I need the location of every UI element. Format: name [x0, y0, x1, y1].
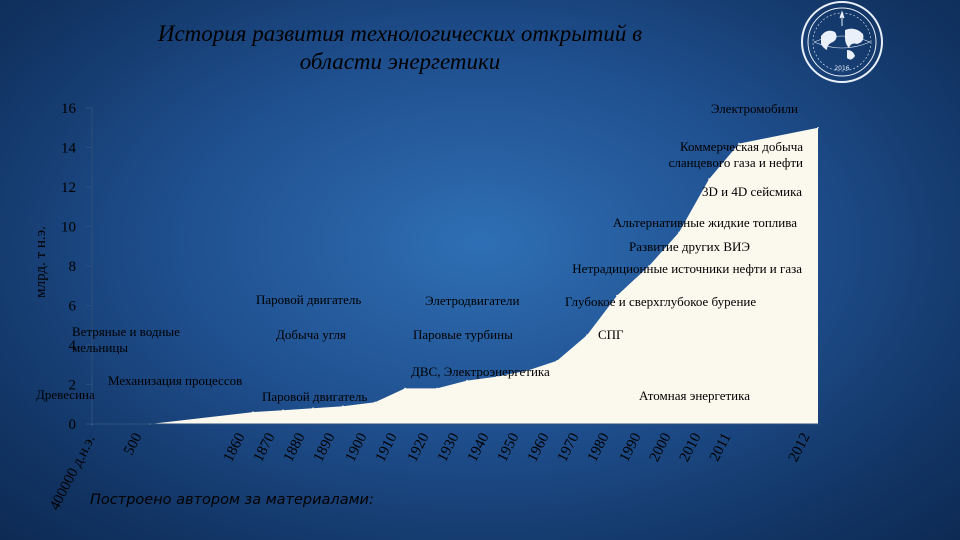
annotation-label: Ветряные и водные мельницы	[72, 324, 180, 355]
annotation-label: Электромобили	[711, 101, 798, 116]
annotation-label: СПГ	[598, 327, 624, 342]
data-point	[556, 360, 558, 362]
title-line-2: области энергетики	[299, 49, 501, 74]
data-point	[404, 387, 406, 390]
y-tick-label: 6	[69, 299, 77, 315]
data-point	[496, 375, 498, 378]
logo-text: 2016	[834, 65, 849, 72]
data-point	[708, 178, 710, 180]
x-tick-label: 1990	[617, 431, 645, 465]
x-tick-label: 1960	[525, 431, 553, 465]
data-point	[526, 369, 528, 372]
annotation-label: Добыча угля	[276, 327, 346, 342]
data-point	[648, 265, 650, 267]
data-point	[374, 401, 376, 404]
data-point	[312, 407, 314, 410]
x-tick-label: 1870	[251, 431, 279, 465]
annotation-label: Паровые турбины	[413, 327, 513, 342]
y-tick-label: 0	[69, 417, 77, 433]
data-point	[678, 231, 680, 234]
data-point	[817, 127, 819, 129]
x-tick-label: 500	[121, 431, 145, 458]
data-point	[252, 411, 254, 413]
x-tick-label: 2011	[707, 431, 735, 465]
x-tick-label: 1860	[221, 431, 249, 465]
x-tick-label: 1930	[435, 431, 463, 465]
x-tick-label: 1910	[373, 431, 401, 465]
annotation-label: Глубокое и сверхглубокое бурение	[565, 294, 756, 309]
x-tick-label: 1890	[311, 431, 339, 465]
annotation-label: Механизация процессов	[108, 373, 242, 388]
y-tick-label: 4	[69, 338, 77, 354]
data-point	[436, 387, 438, 390]
annotation-label: Элетродвигатели	[425, 293, 520, 308]
series-area	[92, 127, 818, 425]
y-tick-label: 12	[61, 180, 76, 196]
data-point	[282, 409, 284, 412]
annotation-label: Паровой двигатель	[256, 292, 361, 307]
x-tick-label: 1970	[555, 431, 583, 465]
annotation-label: Альтернативные жидкие топлива	[613, 215, 797, 230]
data-point	[342, 405, 344, 408]
title-line-1: История развития технологических открыти…	[157, 21, 643, 46]
x-tick-label: 2010	[677, 431, 705, 465]
data-point	[586, 334, 588, 336]
x-tick-label: 1880	[281, 431, 309, 465]
world-globe-emblem-icon: 2016	[801, 1, 883, 83]
y-tick-label: 16	[61, 101, 77, 117]
data-point	[466, 379, 468, 382]
annotation-label: Атомная энергетика	[639, 388, 750, 403]
y-tick-label: 8	[69, 259, 77, 275]
annotation-label: 3D и 4D сейсмика	[702, 184, 802, 199]
annotation-label: Развитие других ВИЭ	[629, 239, 750, 254]
page-title: История развития технологических открыти…	[90, 20, 710, 76]
x-tick-label: 1950	[495, 431, 523, 465]
footer-source: Построено автором за материалами:	[90, 492, 374, 508]
y-axis-label: млрд. т н.э.	[33, 226, 49, 298]
x-tick-label: 2000	[647, 431, 675, 465]
x-tick-label: 1900	[343, 431, 371, 465]
annotation-label: Коммерческая добыча сланцевого газа и неф…	[669, 139, 804, 170]
x-tick-label: 1920	[405, 431, 433, 465]
y-tick-label: 2	[69, 378, 77, 394]
annotation-label: ДВС, Электроэнергетика	[411, 364, 550, 379]
x-tick-label: 2012	[786, 431, 814, 465]
annotation-label: Нетрадиционные источники нефти и газа	[572, 261, 802, 276]
x-tick-label: 1980	[585, 431, 613, 465]
chart-plot	[86, 107, 820, 425]
y-tick-label: 14	[61, 141, 77, 157]
annotation-label: Паровой двигатель	[262, 389, 367, 404]
data-point	[616, 294, 618, 297]
x-tick-label: 1940	[465, 431, 493, 465]
data-point	[738, 142, 740, 145]
y-tick-label: 10	[61, 220, 76, 236]
annotation-label: Древесина	[36, 387, 95, 402]
